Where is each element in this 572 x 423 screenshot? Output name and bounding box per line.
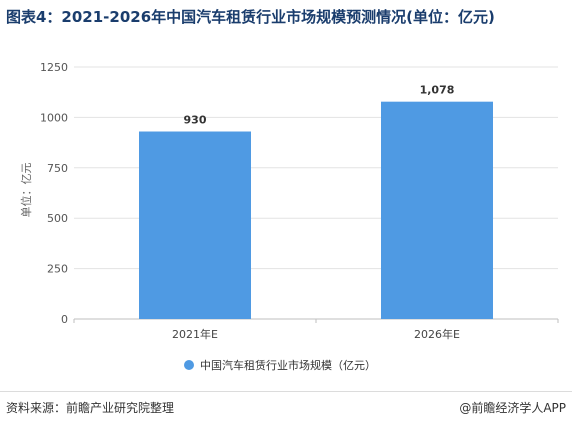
chart-title: 图表4：2021-2026年中国汽车租赁行业市场规模预测情况(单位：亿元) bbox=[6, 8, 495, 26]
legend-label: 中国汽车租赁行业市场规模（亿元） bbox=[200, 358, 376, 372]
footer-divider bbox=[0, 391, 572, 392]
bars bbox=[139, 101, 493, 319]
y-axis-label: 单位：亿元 bbox=[19, 163, 33, 218]
y-tick-label: 750 bbox=[47, 162, 68, 175]
y-tick-label: 1000 bbox=[40, 111, 68, 124]
credit-note: @前瞻经济学人APP bbox=[459, 401, 566, 415]
source-note: 资料来源：前瞻产业研究院整理 bbox=[6, 401, 175, 415]
x-tick-labels: 2021年E 2026年E bbox=[73, 319, 559, 341]
y-tick-label: 250 bbox=[47, 263, 68, 276]
legend: 中国汽车租赁行业市场规模（亿元） bbox=[184, 358, 376, 372]
bar bbox=[381, 101, 493, 319]
bar bbox=[139, 131, 251, 319]
x-tick-label: 2021年E bbox=[172, 327, 218, 341]
y-tick-label: 500 bbox=[47, 212, 68, 225]
bar-value-label: 1,078 bbox=[420, 84, 455, 97]
y-tick-label: 1250 bbox=[40, 61, 68, 74]
y-tick-labels: 0 250 500 750 1000 1250 bbox=[40, 61, 68, 326]
bar-value-labels: 930 1,078 bbox=[184, 84, 455, 127]
bar-value-label: 930 bbox=[184, 114, 207, 127]
legend-marker bbox=[184, 360, 194, 370]
y-tick-label: 0 bbox=[61, 313, 68, 326]
x-tick-label: 2026年E bbox=[414, 327, 460, 341]
